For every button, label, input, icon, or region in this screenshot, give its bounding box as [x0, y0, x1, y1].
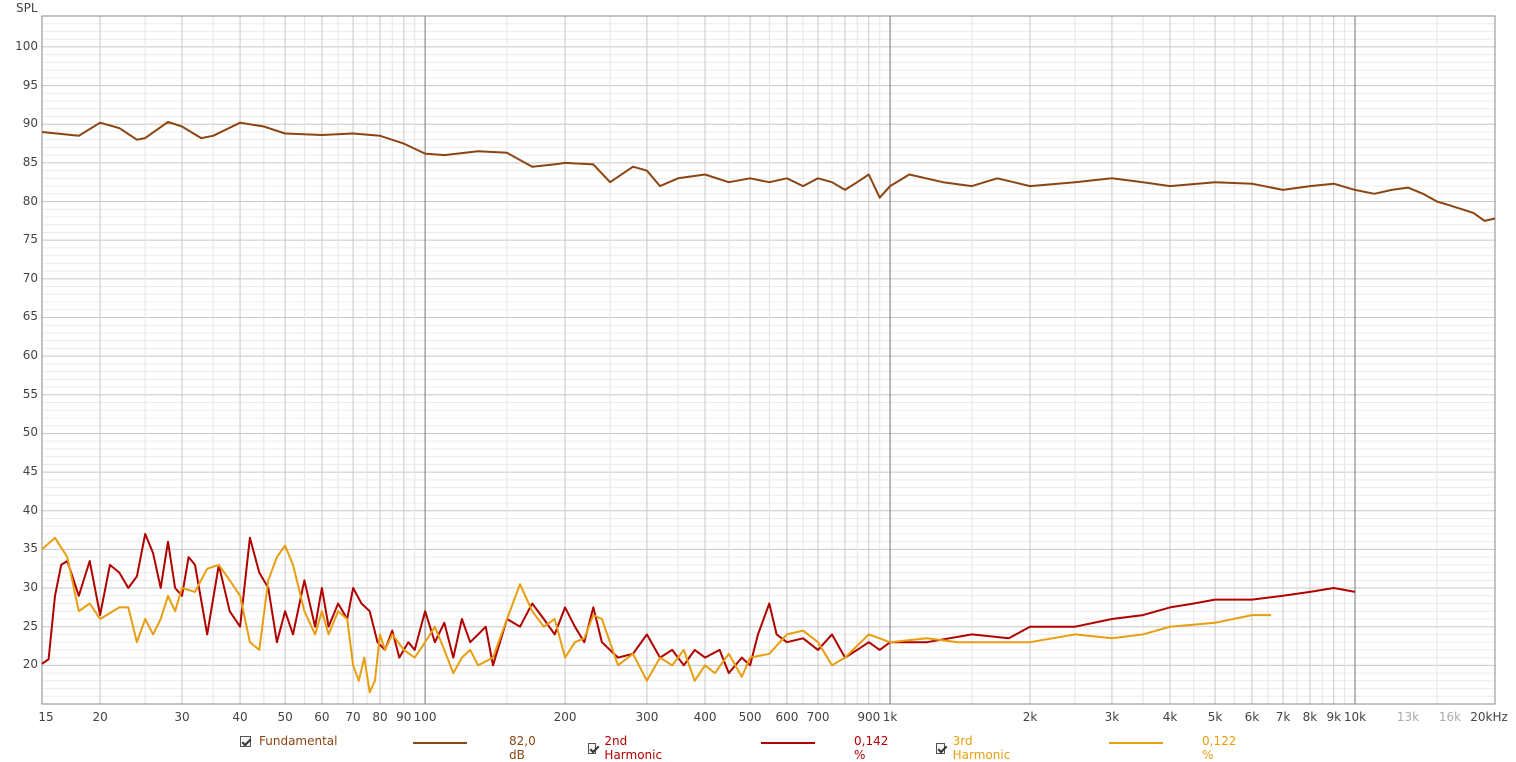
x-tick-label: 100: [413, 710, 437, 724]
y-tick-label: 25: [22, 618, 38, 633]
y-tick-label: 90: [22, 116, 38, 131]
x-tick-label: 15: [38, 710, 54, 724]
series-line-fundamental: [41, 120, 1496, 222]
y-tick-label: 50: [22, 425, 38, 440]
x-tick-label: 6k: [1244, 710, 1260, 724]
legend-label-fundamental: Fundamental: [259, 734, 338, 748]
y-axis-title: SPL: [16, 1, 38, 15]
x-tick-label: 30: [174, 710, 190, 724]
y-tick-label: 95: [22, 77, 38, 92]
x-tick-label: 60: [314, 710, 330, 724]
y-tick-label: 40: [22, 502, 38, 517]
x-tick-label: 8k: [1302, 710, 1318, 724]
legend-item-fundamental[interactable]: Fundamental: [240, 734, 338, 748]
x-tick-label: 90: [396, 710, 412, 724]
legend-label-2nd-harmonic: 2nd Harmonic: [604, 734, 663, 762]
y-tick-label: 80: [22, 193, 38, 208]
x-tick-label: 200: [553, 710, 577, 724]
y-tick-label: 30: [22, 580, 38, 595]
3rd-harmonic-checkbox[interactable]: [936, 742, 945, 754]
legend-value-fundamental: 82,0 dB: [509, 734, 536, 762]
x-tick-label: 20kHz: [1470, 710, 1508, 724]
x-tick-label: 2k: [1022, 710, 1038, 724]
y-tick-label: 35: [22, 541, 38, 556]
y-tick-label: 20: [22, 657, 38, 672]
y-tick-label: 60: [22, 348, 38, 363]
series-line-2nd-harmonic: [41, 532, 1356, 675]
x-tick-label: 300: [635, 710, 659, 724]
plot-border: [41, 15, 1496, 705]
x-tick-label: 16k: [1438, 710, 1462, 724]
y-tick-label: 70: [22, 270, 38, 285]
x-tick-label: 1k: [882, 710, 898, 724]
x-tick-label: 3k: [1104, 710, 1120, 724]
x-tick-label: 20: [92, 710, 108, 724]
y-tick-label: 75: [22, 232, 38, 247]
x-tick-label: 600: [775, 710, 799, 724]
2nd-harmonic-checkbox[interactable]: [588, 742, 597, 754]
x-tick-label: 5k: [1207, 710, 1223, 724]
legend-label-3rd-harmonic: 3rd Harmonic: [952, 734, 1011, 762]
x-tick-label: 70: [345, 710, 361, 724]
x-tick-label: 700: [806, 710, 830, 724]
legend-swatch-3rd-harmonic: [1109, 742, 1163, 744]
y-tick-label: 85: [22, 154, 38, 169]
series-line-3rd-harmonic: [41, 536, 1272, 694]
x-tick-label: 4k: [1162, 710, 1178, 724]
legend-value-3rd-harmonic: 0,122 %: [1202, 734, 1237, 762]
legend-swatch-2nd-harmonic: [761, 742, 815, 744]
x-tick-label: 400: [693, 710, 717, 724]
y-tick-label: 100: [15, 38, 38, 53]
x-tick-label: 7k: [1275, 710, 1291, 724]
fundamental-checkbox[interactable]: [240, 735, 251, 747]
legend-value-2nd-harmonic: 0,142 %: [854, 734, 889, 762]
x-tick-label: 80: [372, 710, 388, 724]
x-tick-label: 40: [232, 710, 248, 724]
y-tick-label: 45: [22, 464, 38, 479]
legend-swatch-fundamental: [413, 742, 467, 744]
legend-item-3rd-harmonic[interactable]: 3rd Harmonic: [936, 734, 1013, 762]
x-tick-label: 900: [857, 710, 881, 724]
x-tick-label: 500: [738, 710, 762, 724]
grid-layer: [41, 15, 1496, 705]
series-layer: [41, 120, 1496, 694]
y-tick-label: 55: [22, 386, 38, 401]
x-tick-label: 9k: [1326, 710, 1342, 724]
y-tick-label: 65: [22, 309, 38, 324]
x-tick-label: 13k: [1396, 710, 1420, 724]
x-tick-label: 50: [277, 710, 293, 724]
x-tick-label: 10k: [1343, 710, 1367, 724]
legend-item-2nd-harmonic[interactable]: 2nd Harmonic: [588, 734, 665, 762]
